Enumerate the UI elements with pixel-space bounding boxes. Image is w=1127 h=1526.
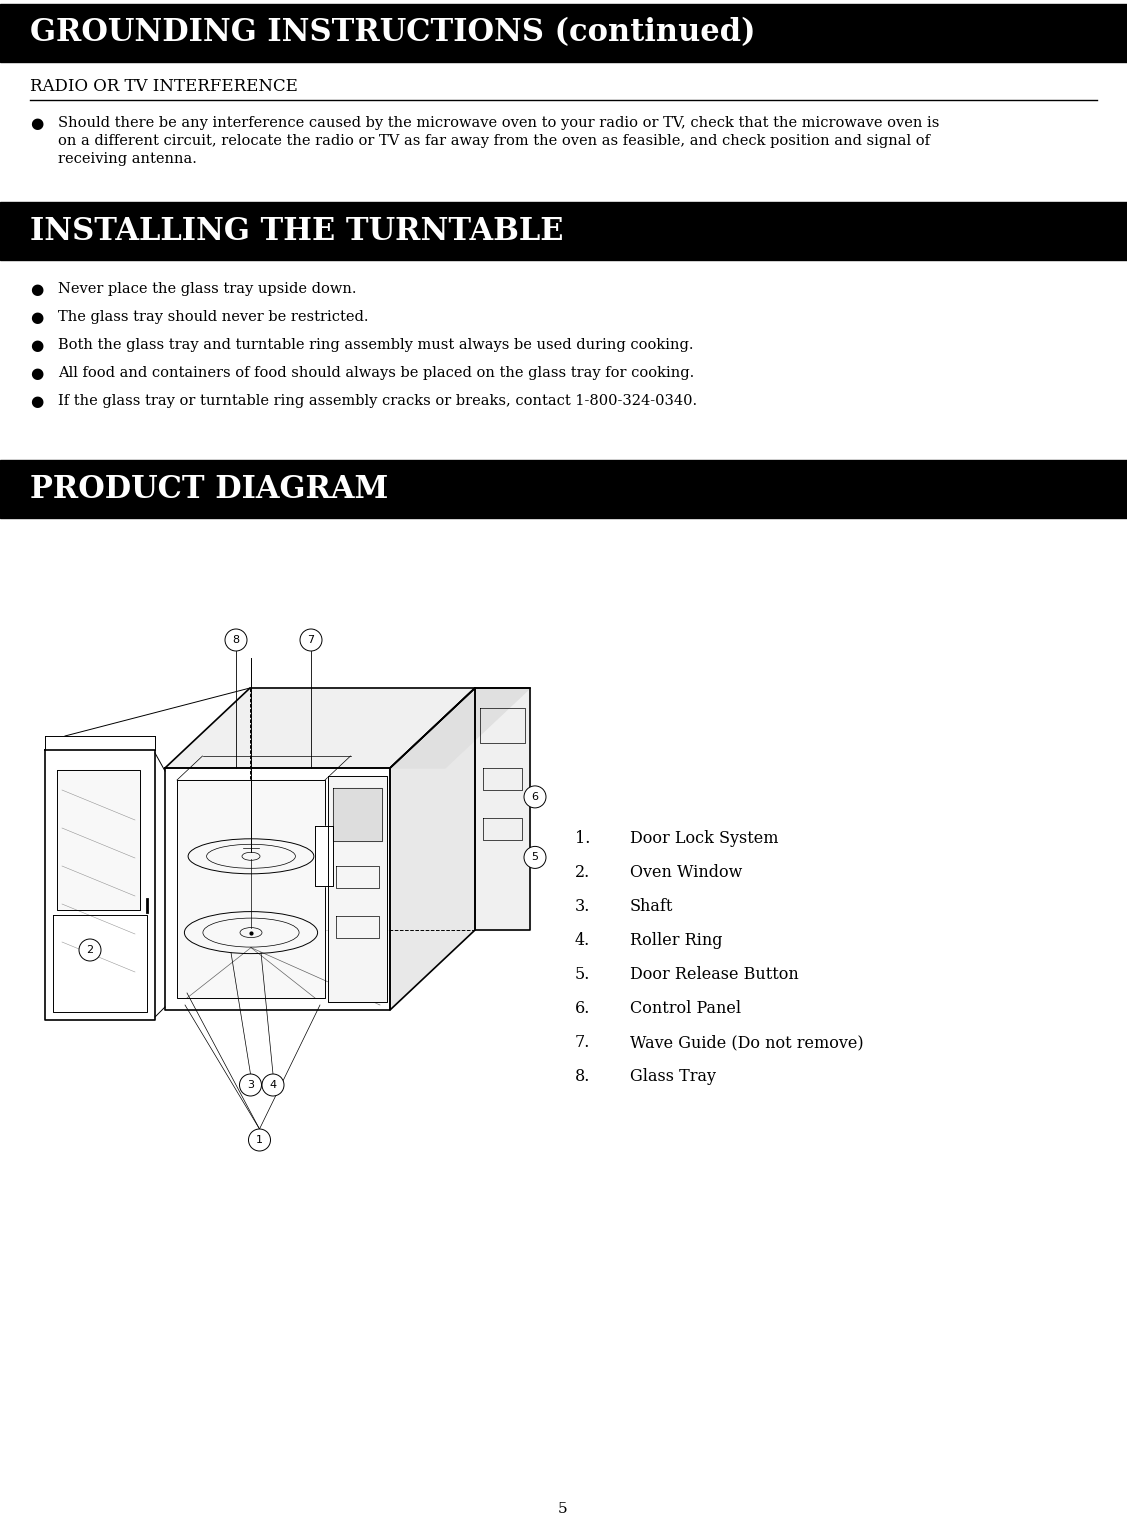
Text: 2.: 2. [575, 864, 591, 881]
Polygon shape [328, 777, 387, 1003]
Polygon shape [390, 688, 474, 1010]
Text: ●: ● [30, 366, 43, 382]
Text: GROUNDING INSTRUCTIONS (continued): GROUNDING INSTRUCTIONS (continued) [30, 17, 755, 49]
Polygon shape [390, 688, 530, 768]
Polygon shape [165, 768, 390, 1010]
Bar [0, 201, 1127, 259]
Text: Glass Tray: Glass Tray [630, 1068, 716, 1085]
Text: Wave Guide (Do not remove): Wave Guide (Do not remove) [630, 1035, 863, 1051]
Text: Roller Ring: Roller Ring [630, 932, 722, 949]
Ellipse shape [300, 629, 322, 652]
Polygon shape [57, 771, 140, 909]
Bar [0, 459, 1127, 517]
Text: Both the glass tray and turntable ring assembly must always be used during cooki: Both the glass tray and turntable ring a… [57, 337, 693, 353]
Ellipse shape [248, 1129, 270, 1151]
Text: Shaft: Shaft [630, 897, 673, 916]
Polygon shape [53, 916, 147, 1012]
Text: 5: 5 [558, 1502, 568, 1515]
Text: 4: 4 [269, 1080, 276, 1090]
Ellipse shape [240, 1074, 261, 1096]
Text: PRODUCT DIAGRAM: PRODUCT DIAGRAM [30, 473, 388, 505]
Ellipse shape [79, 938, 101, 961]
Text: 2: 2 [87, 945, 94, 955]
Text: 8: 8 [232, 635, 240, 645]
Text: 1.: 1. [575, 830, 591, 847]
Polygon shape [45, 749, 156, 1019]
Text: ●: ● [30, 394, 43, 409]
Text: 3: 3 [247, 1080, 254, 1090]
Text: 6: 6 [532, 792, 539, 801]
Polygon shape [316, 826, 332, 887]
Text: 7.: 7. [575, 1035, 591, 1051]
Text: INSTALLING THE TURNTABLE: INSTALLING THE TURNTABLE [30, 215, 564, 247]
Text: ●: ● [30, 310, 43, 325]
Ellipse shape [261, 1074, 284, 1096]
Ellipse shape [225, 629, 247, 652]
Text: RADIO OR TV INTERFERENCE: RADIO OR TV INTERFERENCE [30, 78, 298, 95]
Text: ●: ● [30, 337, 43, 353]
Text: ●: ● [30, 282, 43, 298]
Polygon shape [165, 688, 474, 768]
Text: Should there be any interference caused by the microwave oven to your radio or T: Should there be any interference caused … [57, 116, 940, 130]
Bar [0, 5, 1127, 63]
Ellipse shape [524, 786, 545, 807]
Ellipse shape [524, 847, 545, 868]
Text: Door Lock System: Door Lock System [630, 830, 779, 847]
Text: 4.: 4. [575, 932, 591, 949]
Text: Never place the glass tray upside down.: Never place the glass tray upside down. [57, 282, 356, 296]
Text: 5.: 5. [575, 966, 591, 983]
Polygon shape [177, 780, 325, 998]
Text: 1: 1 [256, 1135, 263, 1144]
Text: If the glass tray or turntable ring assembly cracks or breaks, contact 1-800-324: If the glass tray or turntable ring asse… [57, 394, 698, 407]
Text: receiving antenna.: receiving antenna. [57, 153, 197, 166]
Text: 5: 5 [532, 853, 539, 862]
Polygon shape [332, 787, 382, 841]
Text: The glass tray should never be restricted.: The glass tray should never be restricte… [57, 310, 369, 324]
Text: 8.: 8. [575, 1068, 591, 1085]
Text: 6.: 6. [575, 1000, 591, 1016]
Text: Control Panel: Control Panel [630, 1000, 742, 1016]
Polygon shape [474, 688, 530, 929]
Text: 7: 7 [308, 635, 314, 645]
Text: Oven Window: Oven Window [630, 864, 743, 881]
Text: Door Release Button: Door Release Button [630, 966, 799, 983]
Text: 3.: 3. [575, 897, 591, 916]
Text: ●: ● [30, 116, 43, 131]
Text: on a different circuit, relocate the radio or TV as far away from the oven as fe: on a different circuit, relocate the rad… [57, 134, 930, 148]
Text: All food and containers of food should always be placed on the glass tray for co: All food and containers of food should a… [57, 366, 694, 380]
